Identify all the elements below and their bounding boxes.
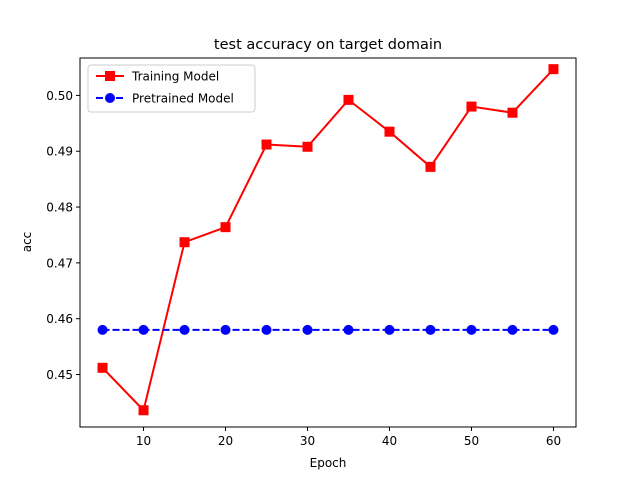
training-model-point	[507, 107, 518, 118]
pretrained-model-point	[97, 324, 108, 335]
training-model-point	[302, 141, 313, 152]
chart-title: test accuracy on target domain	[214, 37, 442, 53]
training-model-point	[261, 139, 272, 150]
training-model-point	[138, 405, 149, 416]
pretrained-model-point	[384, 324, 395, 335]
legend-training-model-marker	[105, 71, 115, 81]
x-tick-label: 30	[300, 434, 315, 448]
y-tick-label: 0.49	[46, 145, 73, 159]
plot-area	[97, 64, 559, 416]
pretrained-model-point	[548, 324, 559, 335]
legend-pretrained-model-marker	[105, 93, 115, 103]
pretrained-model-point	[302, 324, 313, 335]
x-tick-label: 10	[136, 434, 151, 448]
legend: Training Model Pretrained Model	[87, 64, 256, 113]
y-axis-ticks: 0.45 0.46 0.47 0.48 0.49 0.50	[46, 89, 80, 382]
legend-box	[87, 64, 256, 113]
legend-training-model-label: Training Model	[131, 70, 219, 84]
pretrained-model-point	[507, 324, 518, 335]
x-tick-label: 60	[546, 434, 561, 448]
pretrained-model-point	[343, 324, 354, 335]
x-axis-label: Epoch	[310, 456, 347, 470]
y-tick-label: 0.46	[46, 312, 73, 326]
y-tick-label: 0.48	[46, 201, 73, 215]
pretrained-model-point	[261, 324, 272, 335]
training-model-point	[97, 362, 108, 373]
pretrained-model-point	[466, 324, 477, 335]
y-tick-label: 0.45	[46, 368, 73, 382]
y-tick-label: 0.50	[46, 89, 73, 103]
pretrained-model-point	[220, 324, 231, 335]
training-model-point	[425, 161, 436, 172]
training-model-point	[220, 222, 231, 233]
pretrained-model-point	[425, 324, 436, 335]
x-tick-label: 20	[218, 434, 233, 448]
x-axis-ticks: 10 20 30 40 50 60	[136, 427, 561, 448]
x-tick-label: 50	[464, 434, 479, 448]
x-tick-label: 40	[382, 434, 397, 448]
training-model-point	[384, 126, 395, 137]
training-model-line	[101, 68, 555, 412]
legend-pretrained-model-label: Pretrained Model	[132, 92, 234, 106]
y-tick-label: 0.47	[46, 256, 73, 270]
training-model-point	[548, 64, 559, 75]
training-model-point	[466, 101, 477, 112]
training-model-point	[343, 94, 354, 105]
y-axis-label: acc	[20, 232, 34, 253]
pretrained-model-point	[138, 324, 149, 335]
training-model-point	[179, 237, 190, 248]
plot-frame	[79, 57, 577, 428]
pretrained-model-point	[179, 324, 190, 335]
